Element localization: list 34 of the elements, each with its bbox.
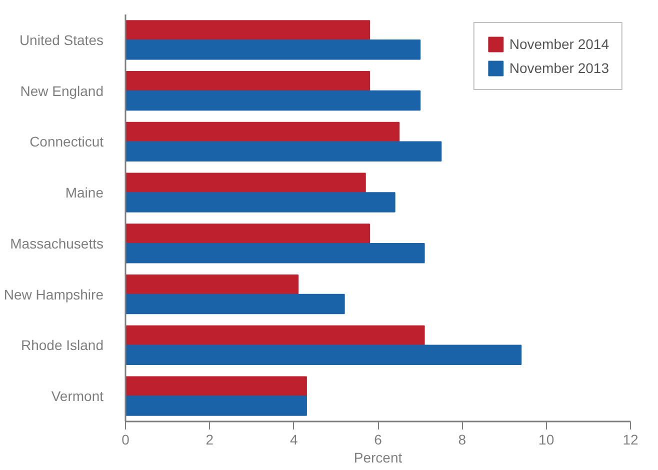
legend-label: November 2014 bbox=[509, 36, 609, 52]
x-tick-label: 4 bbox=[290, 432, 298, 448]
y-tick-label: New England bbox=[20, 82, 104, 99]
x-tick-label: 8 bbox=[458, 432, 466, 448]
bar bbox=[126, 172, 366, 194]
y-tick-label: Vermont bbox=[51, 388, 104, 404]
x-axis-title: Percent bbox=[354, 450, 402, 466]
y-tick-label: Connecticut bbox=[30, 134, 104, 150]
bar bbox=[126, 242, 425, 264]
bar bbox=[126, 141, 442, 162]
bar bbox=[126, 39, 421, 60]
bar bbox=[126, 122, 400, 142]
bar bbox=[126, 224, 370, 244]
x-tick-label: 0 bbox=[122, 432, 130, 448]
y-tick-label: New Hampshire bbox=[4, 286, 104, 302]
bar bbox=[126, 344, 522, 366]
bar bbox=[126, 274, 299, 295]
y-tick-label: Maine bbox=[65, 184, 104, 201]
x-tick-label: 10 bbox=[538, 432, 554, 448]
bar bbox=[126, 294, 345, 314]
bar bbox=[126, 325, 425, 346]
y-tick-label: Rhode Island bbox=[20, 337, 104, 354]
x-tick-label: 2 bbox=[206, 432, 214, 448]
x-tick-label: 12 bbox=[622, 432, 638, 448]
y-tick-label: Massachusetts bbox=[10, 235, 104, 252]
bar bbox=[126, 192, 396, 212]
y-tick-label: United States bbox=[19, 32, 104, 48]
bar bbox=[126, 90, 421, 111]
legend-label: November 2013 bbox=[509, 60, 609, 76]
x-tick-label: 6 bbox=[374, 432, 382, 448]
bar bbox=[126, 376, 307, 397]
bar bbox=[126, 20, 370, 40]
bar bbox=[126, 396, 307, 416]
bar bbox=[126, 70, 370, 92]
